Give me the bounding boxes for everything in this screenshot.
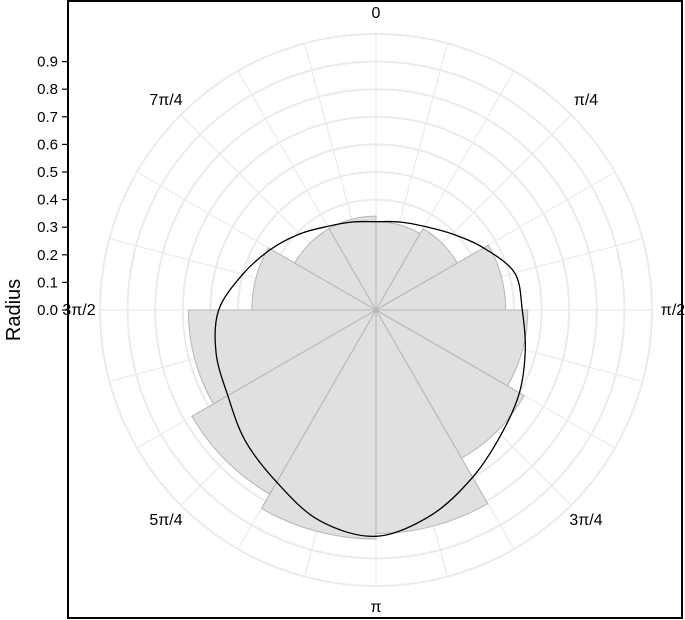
radial-tick-label: 0.3 xyxy=(37,219,58,236)
radial-tick-label: 0.4 xyxy=(37,192,58,209)
histogram-bar xyxy=(187,309,378,405)
histogram-bar xyxy=(328,215,377,312)
histogram-bar xyxy=(374,308,525,459)
radial-tick-label: 0.5 xyxy=(37,164,58,181)
angle-label: π xyxy=(370,599,381,616)
histogram-bar xyxy=(251,247,378,311)
angle-labels: 0 π/4 π/2 3π/4 π 5π/4 3π/2 7π/4 xyxy=(62,5,685,616)
angle-label: π/4 xyxy=(574,92,598,109)
radial-tick-label: 0.8 xyxy=(37,81,58,98)
angle-label: 0 xyxy=(372,5,381,22)
radial-tick-label: 0.6 xyxy=(37,136,58,153)
radial-tick-label: 0.1 xyxy=(37,274,58,291)
radial-tick-label: 0.0 xyxy=(37,302,58,319)
radial-axis: 0.0 0.1 0.2 0.3 0.4 0.5 0.6 0.7 0.8 0.9 xyxy=(37,54,68,319)
angle-label: 3π/2 xyxy=(62,302,95,319)
histogram-bar xyxy=(260,308,377,540)
angle-label: 3π/4 xyxy=(569,512,602,529)
angle-label: 5π/4 xyxy=(149,512,182,529)
radius-axis-title: Radius xyxy=(3,279,25,341)
histogram-bar xyxy=(375,308,489,535)
angle-label: 7π/4 xyxy=(149,92,182,109)
radial-tick-label: 0.7 xyxy=(37,109,58,126)
radial-tick-label: 0.9 xyxy=(37,54,58,71)
histogram-bar xyxy=(191,308,378,495)
radial-tick-label: 0.2 xyxy=(37,247,58,264)
histogram-bars xyxy=(187,215,529,540)
angle-label: π/2 xyxy=(661,302,685,319)
density-curve xyxy=(214,220,527,537)
density-curve-group xyxy=(214,220,527,537)
